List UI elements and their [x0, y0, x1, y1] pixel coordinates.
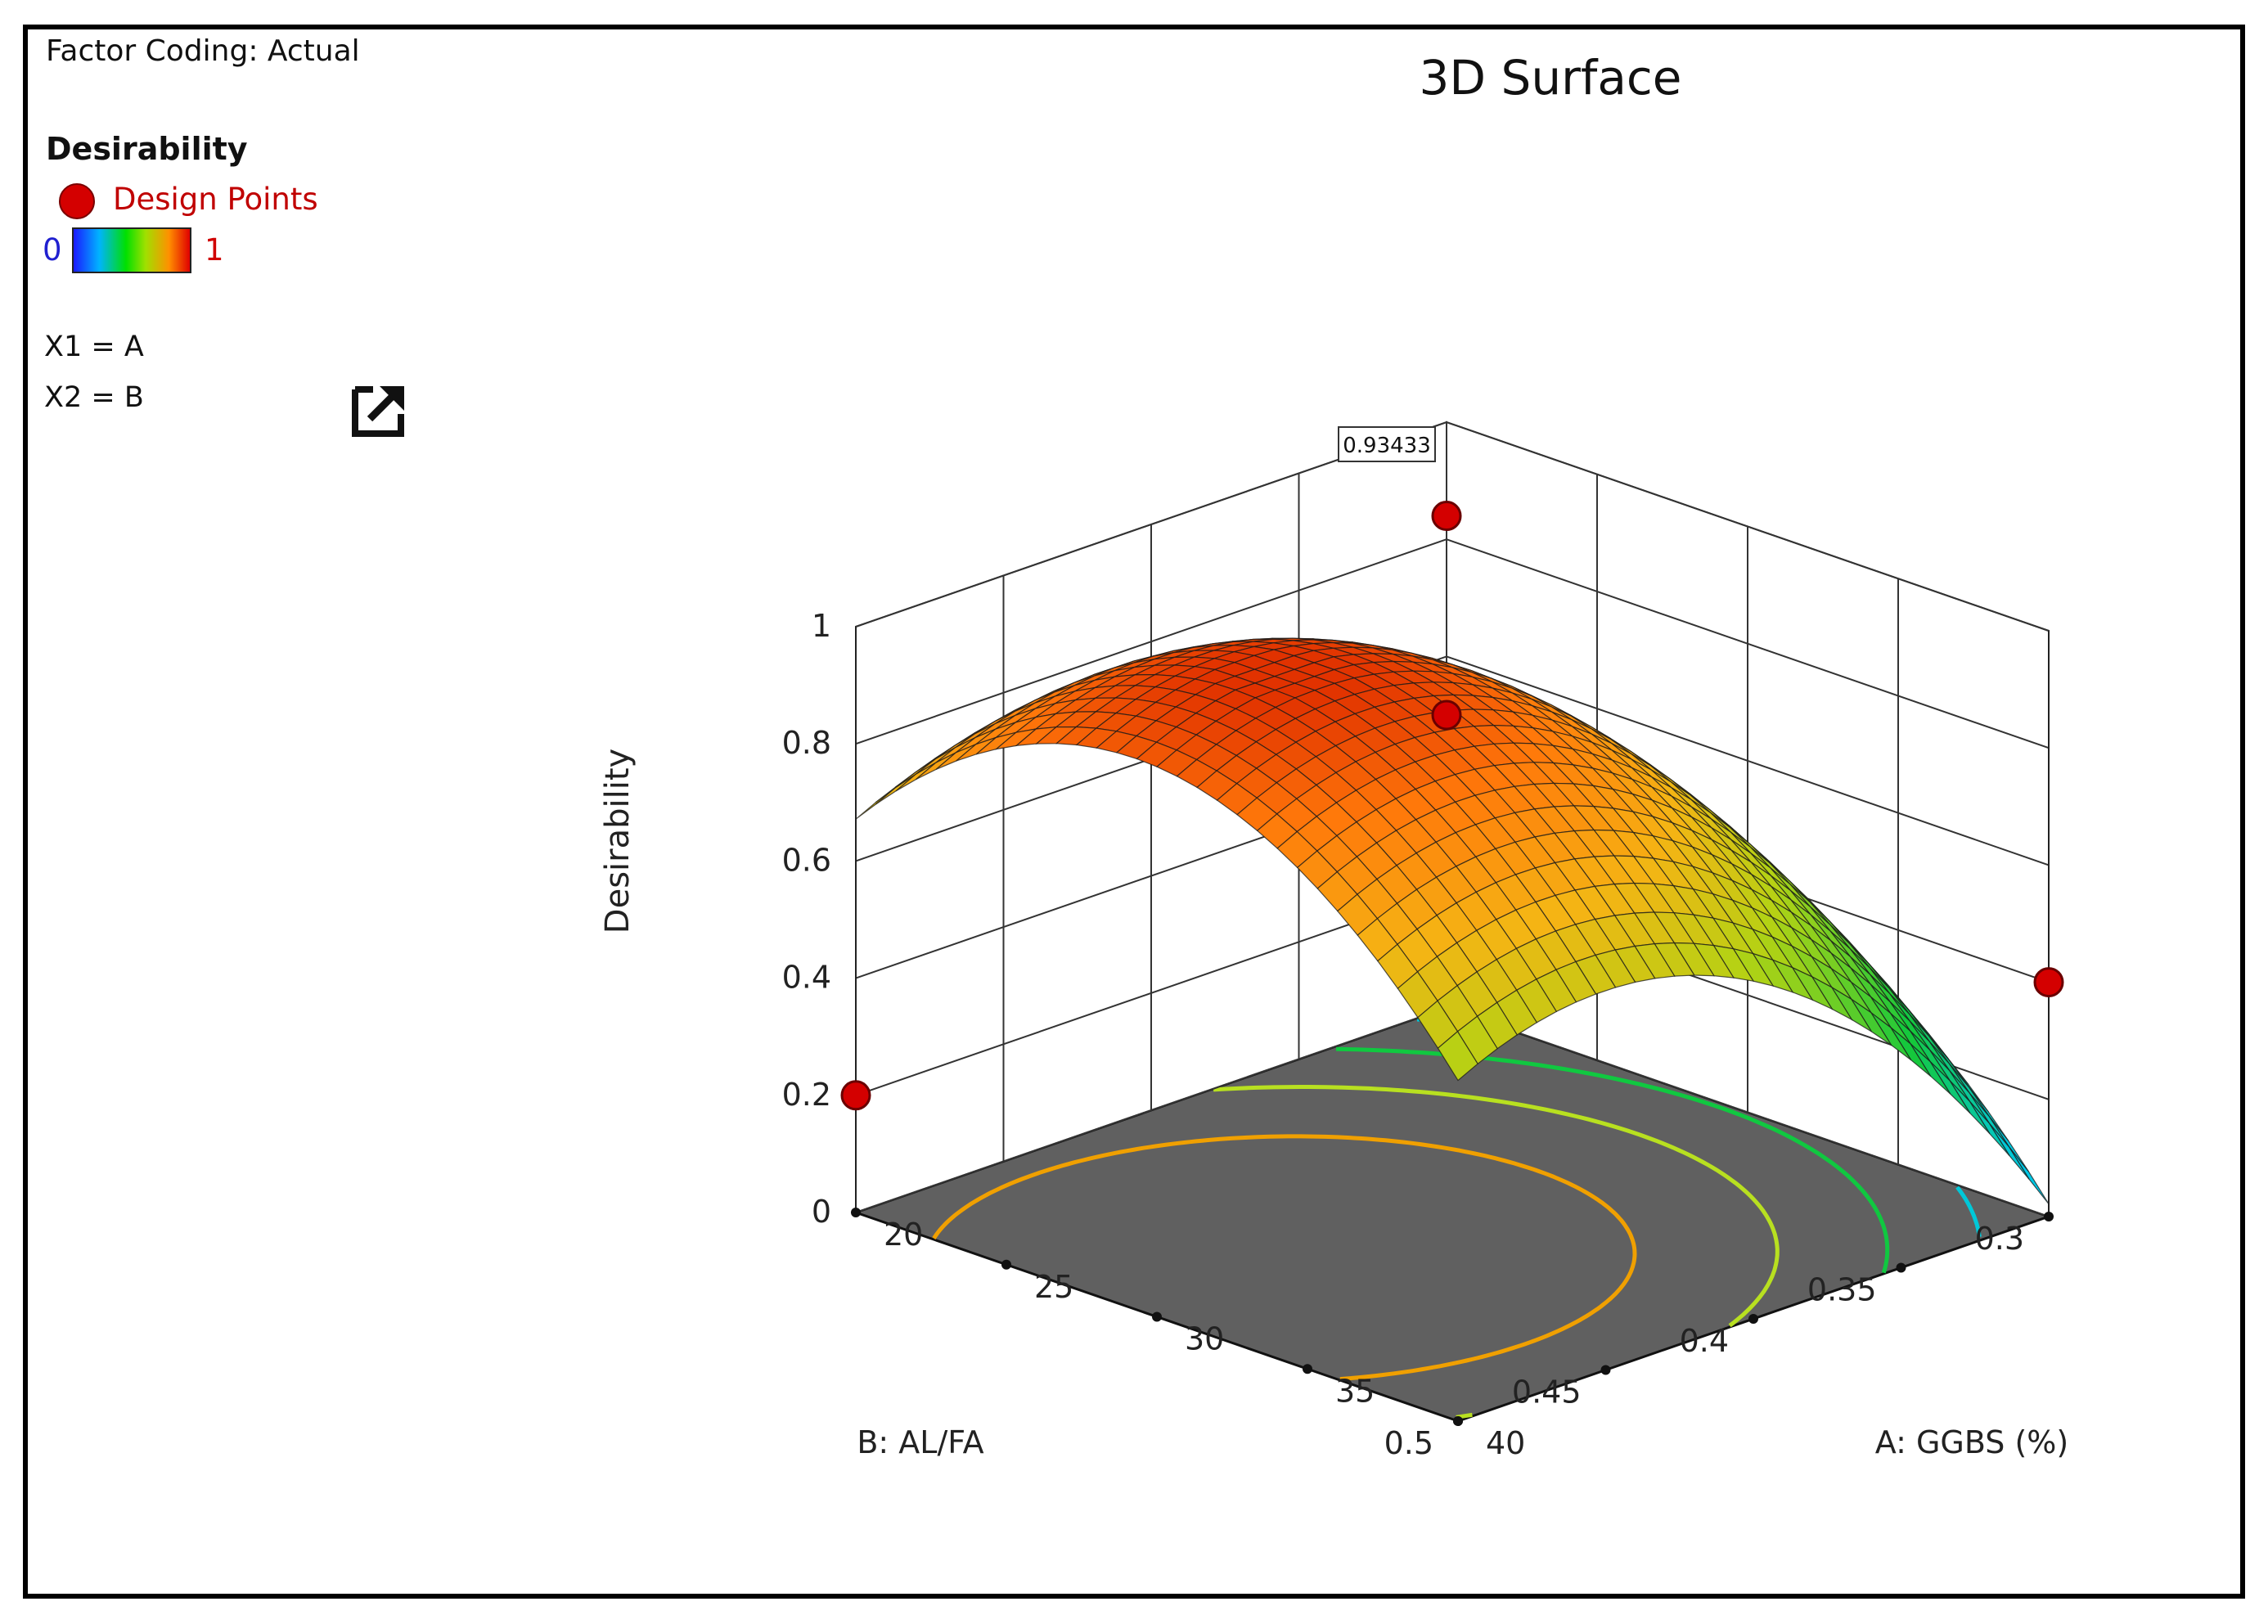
y-tick-label: 0.45 — [1512, 1374, 1582, 1410]
external-link-icon[interactable] — [350, 381, 409, 439]
contour-line — [1335, 1046, 1890, 1274]
axis-ticks: 0 0.2 0.4 0.6 0.8 1 0.3 0.35 0.4 0.45 0.5 20 25 30 35 4… — [782, 608, 2054, 1461]
z-tick-label: 1 — [812, 608, 831, 644]
x-tick-label: 30 — [1185, 1321, 1224, 1357]
z-tick-label: 0.2 — [782, 1077, 831, 1113]
z-tick-label: 0.8 — [782, 725, 831, 761]
x-tick-mark — [1001, 1259, 1011, 1270]
annotation-box — [1338, 426, 1436, 462]
response-surface — [855, 637, 2050, 1204]
y-tick-label: 0.4 — [1680, 1323, 1729, 1359]
color-scale-max: 1 — [205, 232, 224, 268]
z-axis-label: Desirability — [599, 749, 637, 933]
contour-line — [932, 1134, 1637, 1382]
x-tick-label: 20 — [884, 1217, 923, 1253]
design-point — [1431, 700, 1462, 731]
x2-mapping-label: X2 = B — [44, 381, 144, 414]
design-point — [2033, 967, 2064, 998]
axis-labels: 3D Surface Desirability A: GGBS (%) B: A… — [599, 50, 2068, 1460]
y-tick-mark — [1600, 1365, 1611, 1375]
floor-contours — [932, 1017, 1982, 1419]
y-axis-label: B: AL/FA — [857, 1424, 983, 1460]
y-tick-mark — [1748, 1314, 1758, 1324]
z-tick-label: 0 — [812, 1194, 831, 1230]
x-tick-mark — [1152, 1311, 1162, 1322]
chart-title: 3D Surface — [1420, 50, 1682, 106]
y-tick-mark — [2044, 1212, 2054, 1221]
design-points[interactable] — [840, 501, 2064, 1111]
factor-coding-label: Factor Coding: Actual — [46, 34, 360, 68]
y-tick-mark — [1896, 1262, 1906, 1273]
z-tick-label: 0.4 — [782, 960, 831, 996]
z-tick-label: 0.6 — [782, 842, 831, 878]
peak-annotation: 0.93433 — [1338, 426, 1436, 462]
design-points-legend-label: Design Points — [113, 182, 318, 217]
design-point-legend-icon — [59, 183, 95, 219]
x-tick-label: 25 — [1034, 1269, 1073, 1305]
x-tick-label: 35 — [1335, 1373, 1375, 1409]
annotation-text: 0.93433 — [1343, 434, 1431, 458]
color-scale-min: 0 — [43, 232, 62, 268]
x-tick-label: 40 — [1486, 1425, 1525, 1461]
x-tick-mark — [1453, 1416, 1463, 1426]
legend-title: Desirability — [46, 131, 248, 167]
surface-cell — [1437, 1030, 1478, 1082]
external-link-icon-glyph — [352, 386, 404, 437]
x-tick-mark — [851, 1208, 861, 1217]
x-tick-mark — [1303, 1364, 1312, 1374]
x1-mapping-label: X1 = A — [44, 331, 144, 363]
x-axis-label: A: GGBS (%) — [1875, 1424, 2068, 1460]
y-tick-label: 0.5 — [1384, 1425, 1433, 1461]
design-point — [1431, 501, 1462, 532]
y-tick-label: 0.3 — [1975, 1221, 2024, 1257]
design-point — [840, 1080, 871, 1111]
y-tick-label: 0.35 — [1807, 1272, 1877, 1308]
color-scale-bar — [72, 227, 191, 273]
